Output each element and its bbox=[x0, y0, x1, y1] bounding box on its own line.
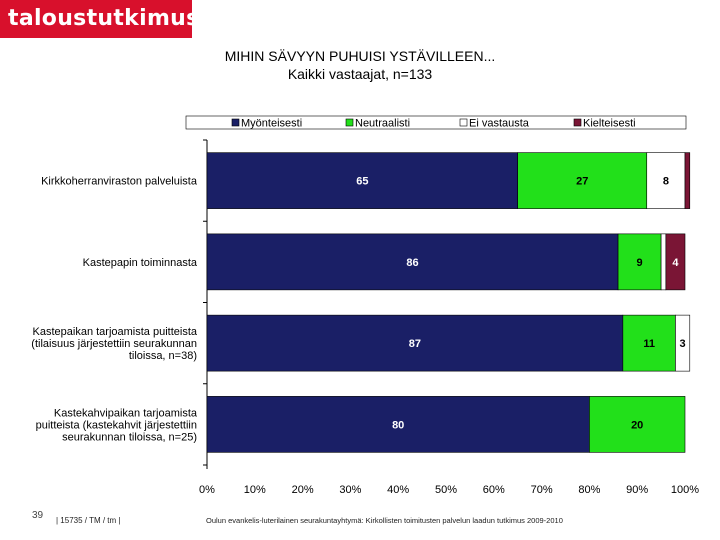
data-label: 11 bbox=[643, 338, 655, 350]
data-label: 4 bbox=[672, 257, 679, 269]
data-label: 3 bbox=[680, 338, 686, 350]
data-label: 8 bbox=[663, 176, 669, 188]
category-label: Kastepaikan tarjoamista puitteista bbox=[33, 326, 198, 338]
legend-label: Ei vastausta bbox=[469, 118, 530, 130]
page-number: 39 bbox=[32, 510, 44, 521]
bar-segment bbox=[206, 396, 590, 453]
legend-swatch bbox=[459, 118, 468, 127]
data-label: 65 bbox=[356, 176, 368, 188]
legend-swatch bbox=[573, 118, 582, 127]
x-tick-label: 100% bbox=[671, 484, 699, 496]
category-label: (tilaisuus järjestettiin seurakunnan bbox=[31, 338, 197, 350]
legend-label: Myönteisesti bbox=[241, 118, 302, 130]
data-label: 9 bbox=[637, 257, 643, 269]
bar-segment bbox=[675, 314, 691, 372]
bar-segment bbox=[206, 314, 624, 372]
category-label: Kastekahvipaikan tarjoamista bbox=[54, 407, 198, 419]
x-tick-label: 40% bbox=[387, 484, 409, 496]
bar-segment bbox=[665, 233, 686, 291]
data-label: 87 bbox=[409, 338, 421, 350]
data-label: 20 bbox=[631, 419, 643, 431]
legend-swatch bbox=[345, 118, 354, 127]
x-tick-label: 10% bbox=[244, 484, 266, 496]
legend-label: Neutraalisti bbox=[355, 118, 410, 130]
bar-segment bbox=[622, 314, 676, 372]
legend-box bbox=[185, 115, 687, 130]
bar-segment bbox=[206, 233, 619, 291]
x-tick-label: 50% bbox=[435, 484, 457, 496]
legend-label: Kielteisesti bbox=[583, 118, 636, 130]
data-label: 80 bbox=[392, 419, 404, 431]
category-label: Kirkkoherranviraston palveluista bbox=[41, 176, 198, 188]
bar-segment bbox=[646, 152, 686, 209]
category-label: Kastepapin toiminnasta bbox=[83, 257, 198, 269]
x-tick-label: 0% bbox=[199, 484, 215, 496]
x-tick-label: 90% bbox=[626, 484, 648, 496]
category-label: tiloissa, n=38) bbox=[129, 350, 197, 362]
bar-segment bbox=[617, 233, 662, 291]
bar-segment bbox=[684, 152, 691, 209]
report-code: | 15735 / TM / tm | bbox=[56, 516, 121, 525]
bar-segment bbox=[660, 233, 667, 291]
x-tick-label: 80% bbox=[578, 484, 600, 496]
source-note: Oulun evankelis-luterilainen seurakuntay… bbox=[206, 516, 563, 525]
bar-segment bbox=[589, 396, 686, 453]
x-tick-label: 20% bbox=[292, 484, 314, 496]
chart-subtitle: Kaikki vastaajat, n=133 bbox=[287, 66, 433, 82]
category-label: puitteista (kastekahvit järjestettiin bbox=[36, 419, 197, 431]
category-label: seurakunnan tiloissa, n=25) bbox=[62, 431, 197, 443]
chart-title: MIHIN SÄVYYN PUHUISI YSTÄVILLEEN... bbox=[224, 48, 496, 64]
legend-swatch bbox=[231, 118, 240, 127]
x-tick-label: 70% bbox=[531, 484, 553, 496]
bar-segment bbox=[517, 152, 648, 209]
data-label: 27 bbox=[576, 176, 588, 188]
x-tick-label: 30% bbox=[339, 484, 361, 496]
x-tick-label: 60% bbox=[483, 484, 505, 496]
company-logo: taloustutkimus oy bbox=[0, 0, 199, 69]
data-label: 86 bbox=[406, 257, 418, 269]
